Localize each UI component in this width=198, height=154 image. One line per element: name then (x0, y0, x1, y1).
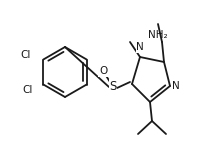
Text: Cl: Cl (22, 85, 33, 95)
Text: S: S (109, 79, 117, 93)
Text: NH₂: NH₂ (148, 30, 168, 40)
Text: Cl: Cl (20, 49, 31, 59)
Text: N: N (172, 81, 180, 91)
Text: N: N (136, 42, 144, 52)
Text: O: O (99, 66, 107, 76)
